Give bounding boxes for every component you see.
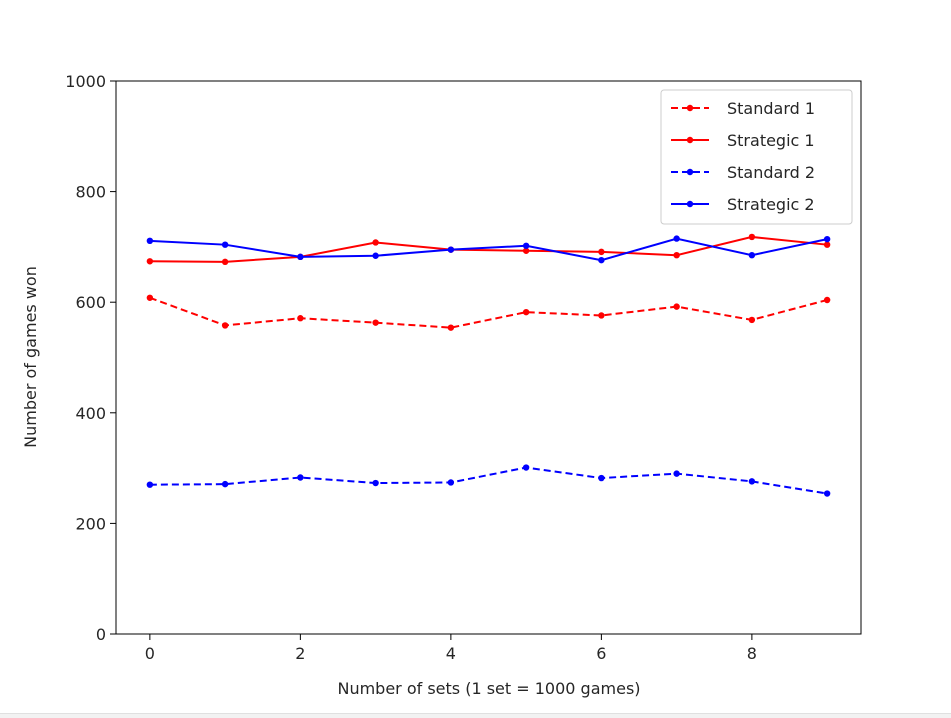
- series-strategic-2: [146, 235, 831, 264]
- data-point: [598, 256, 605, 264]
- data-point: [522, 308, 530, 316]
- y-tick-label: 800: [75, 183, 106, 202]
- y-tick-label: 1000: [65, 72, 106, 91]
- data-point: [522, 247, 530, 254]
- data-point: [221, 480, 229, 488]
- y-tick-label: 600: [75, 293, 106, 312]
- x-tick-label: 8: [747, 644, 757, 663]
- x-axis-ticks: 0 2 4 6 8: [145, 634, 757, 663]
- data-point: [823, 241, 831, 248]
- data-point: [748, 233, 756, 241]
- legend-swatch-marker: [686, 136, 694, 144]
- data-point: [372, 239, 379, 246]
- legend-label: Strategic 1: [727, 131, 815, 150]
- legend-label: Standard 1: [727, 99, 815, 118]
- x-axis-label: Number of sets (1 set = 1000 games): [337, 679, 640, 698]
- data-point: [221, 241, 229, 248]
- series-standard-2: [146, 464, 831, 497]
- data-point: [598, 312, 605, 319]
- series-line-standard-1: [149, 296, 828, 329]
- data-point: [221, 258, 229, 266]
- data-point: [297, 253, 304, 261]
- data-point: [447, 324, 455, 331]
- data-point: [598, 248, 605, 256]
- legend-swatch-marker: [686, 168, 694, 176]
- data-point: [522, 464, 530, 471]
- data-point: [221, 322, 229, 329]
- data-point: [447, 246, 455, 253]
- data-point: [598, 474, 605, 482]
- legend-box: [660, 89, 853, 225]
- legend-item: Strategic 2: [671, 195, 815, 214]
- x-tick-label: 0: [145, 644, 155, 663]
- data-point: [372, 252, 379, 259]
- x-tick-label: 2: [295, 644, 305, 663]
- data-point: [372, 479, 379, 487]
- y-tick-label: 0: [96, 625, 106, 644]
- legend-label: Strategic 2: [727, 195, 815, 214]
- legend-item: Strategic 1: [671, 131, 815, 150]
- y-tick-label: 400: [75, 404, 106, 423]
- y-axis-label: Number of games won: [21, 266, 40, 448]
- data-point: [372, 319, 379, 326]
- data-point: [748, 478, 756, 485]
- series-line-strategic-2: [149, 237, 828, 262]
- plot-content: [146, 233, 831, 497]
- y-axis-ticks: 0 200 400 600 800 1000: [65, 72, 116, 644]
- data-point: [673, 303, 680, 310]
- data-point: [673, 470, 680, 477]
- series-line-standard-2: [149, 466, 828, 495]
- legend-label: Standard 2: [727, 163, 815, 182]
- data-point: [146, 294, 154, 301]
- data-point: [146, 481, 154, 488]
- legend: Standard 1 Strategic 1 Standard 2 Strategic…: [660, 89, 853, 225]
- legend-item: Standard 2: [671, 163, 815, 182]
- data-point: [823, 490, 831, 497]
- y-tick-label: 200: [75, 514, 106, 533]
- data-point: [673, 251, 680, 259]
- series-standard-1: [146, 294, 831, 331]
- legend-swatch-marker: [686, 104, 694, 112]
- legend-swatch-marker: [686, 200, 694, 208]
- data-point: [522, 242, 530, 249]
- data-point: [297, 315, 304, 322]
- data-point: [823, 235, 831, 243]
- data-point: [748, 316, 756, 324]
- legend-item: Standard 1: [671, 99, 815, 118]
- plot-frame: [115, 80, 862, 635]
- data-point: [673, 235, 680, 242]
- data-point: [146, 237, 154, 245]
- data-point: [823, 296, 831, 304]
- data-point: [447, 479, 455, 486]
- x-tick-label: 4: [446, 644, 456, 663]
- data-point: [146, 258, 154, 265]
- data-point: [748, 251, 756, 259]
- bottom-strip: [0, 713, 951, 718]
- x-tick-label: 6: [596, 644, 606, 663]
- data-point: [297, 474, 304, 481]
